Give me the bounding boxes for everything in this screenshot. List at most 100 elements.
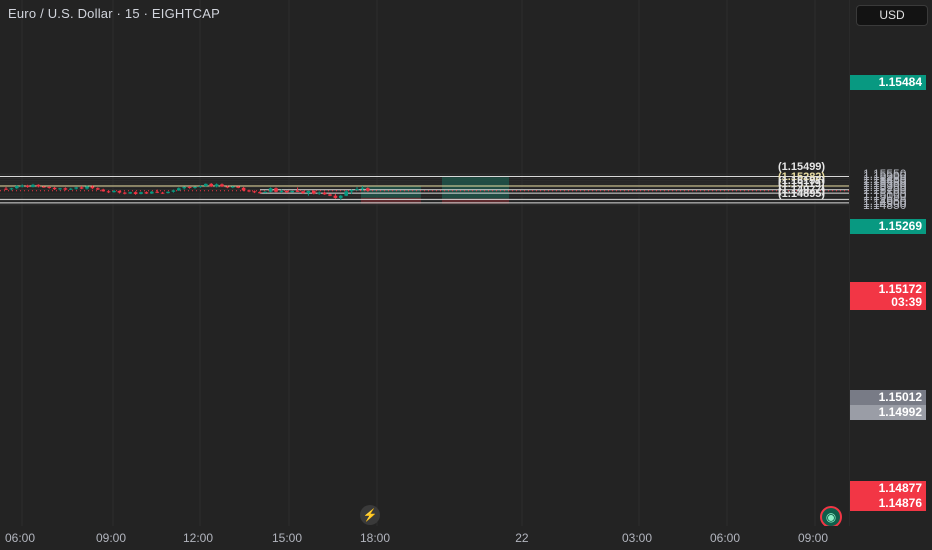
entry-tag-b: 1.14992 (850, 405, 926, 420)
candle-body (301, 191, 305, 194)
horizontal-line-label: (1.15282) (778, 170, 826, 183)
time-tick-label: 22 (515, 531, 529, 545)
price-tick-label: 1.15250 (863, 180, 907, 195)
candle-body (182, 186, 186, 189)
time-tick-label: 03:00 (622, 531, 653, 545)
candle-body (339, 195, 343, 198)
candle-body (193, 186, 197, 188)
candle-body (25, 185, 30, 187)
candle-body (52, 187, 57, 190)
candle-body (139, 192, 143, 194)
candle-body (20, 185, 24, 187)
candle-body (333, 195, 338, 198)
time-tick-label: 12:00 (183, 531, 214, 545)
price-tick-label: 1.15050 (863, 189, 907, 204)
candle-body (198, 186, 203, 188)
candle-body (47, 186, 51, 188)
time-tick-label: 18:00 (360, 531, 391, 545)
chart-area[interactable]: Euro / U.S. Dollar · 15 · EIGHTCAP (1.15… (0, 0, 849, 526)
candle-body (117, 190, 122, 193)
price-tick-label: 1.15100 (863, 186, 907, 201)
position-1-loss-zone (361, 197, 421, 204)
entry-tag-a: 1.15012 (850, 390, 926, 405)
stop-tag-b: 1.14876 (850, 496, 926, 511)
candle-body (225, 186, 230, 188)
currency-button[interactable]: USD (856, 5, 928, 26)
candle-body (79, 187, 84, 189)
time-axis[interactable]: 06:00 09:00 12:00 15:00 18:00 22 03:00 06:00 09:… (0, 526, 849, 550)
stop-tag-a: 1.14877 (850, 481, 926, 496)
candle-body (123, 192, 127, 194)
candle-body (166, 191, 170, 194)
candle-body (74, 187, 78, 189)
candle-body (220, 184, 224, 187)
candle-body (133, 192, 138, 194)
candle-body (112, 190, 116, 193)
candle-body (150, 191, 154, 194)
candle-body (209, 183, 213, 187)
target-mid-tag: 1.15269 (850, 219, 926, 234)
lightning-icon[interactable]: ⚡ (360, 505, 380, 525)
candle-body (344, 191, 348, 196)
candle-body (36, 184, 41, 187)
horizontal-line-label: (1.14977) (778, 184, 826, 197)
candle-body (279, 190, 284, 192)
candle-body (236, 186, 240, 188)
position-1-profit-zone (361, 186, 421, 198)
time-tick-label: 09:00 (96, 531, 127, 545)
price-tick-label: 1.15450 (863, 171, 907, 186)
position-2-profit-zone (442, 177, 509, 199)
candle-body (317, 192, 321, 194)
candle-body (274, 188, 278, 192)
candle-body (171, 190, 176, 192)
candle-body (177, 188, 181, 191)
candle-body (58, 188, 62, 190)
horizontal-line-label: (1.14895) (778, 187, 826, 200)
last-price-value: 1.15172 (878, 282, 922, 296)
candle-body (155, 191, 159, 193)
candle-body (31, 184, 35, 187)
candle-body (69, 188, 73, 190)
candle-body (247, 190, 251, 192)
position-2-loss-zone (442, 198, 509, 204)
globe-icon[interactable]: ◉ (820, 506, 842, 526)
candle-body (15, 186, 19, 189)
candle-body (252, 191, 257, 193)
candle-body (295, 190, 300, 192)
candle-body (290, 190, 294, 193)
candle-body (144, 192, 149, 194)
candle-body (285, 190, 289, 193)
candle-body (9, 188, 14, 190)
candle-body (312, 190, 316, 194)
price-tick-label: 1.15350 (863, 176, 907, 190)
price-tick-label: 1.15550 (863, 167, 907, 182)
countdown-value: 03:39 (891, 295, 922, 309)
candle-body (85, 186, 89, 189)
candle-body (231, 186, 235, 188)
candle-body (128, 192, 132, 194)
candle-body (214, 184, 219, 187)
candle-body (63, 188, 68, 190)
candle-body (268, 188, 273, 192)
price-chart[interactable] (0, 0, 849, 526)
candle-body (160, 192, 165, 194)
time-tick-label: 06:00 (5, 531, 36, 545)
candle-body (263, 191, 267, 193)
price-tick-label: 1.15300 (863, 178, 907, 193)
candle-body (4, 188, 8, 190)
candle-body (306, 190, 311, 194)
price-tick-label: 1.15200 (863, 182, 907, 197)
candle-body (328, 194, 332, 196)
candle-body (101, 189, 105, 192)
candle-body (366, 188, 370, 191)
price-tick-label: 1.15400 (863, 173, 907, 188)
horizontal-line-label: (1.15119) (778, 178, 825, 191)
time-tick-label: 06:00 (710, 531, 741, 545)
horizontal-line-label: (1.15197) (778, 174, 826, 187)
candle-body (349, 190, 354, 192)
symbol-title: Euro / U.S. Dollar · 15 · EIGHTCAP (8, 6, 220, 21)
target-high-tag: 1.15484 (850, 75, 926, 90)
candle-body (360, 188, 365, 190)
candle-body (355, 189, 359, 191)
candle-body (322, 192, 327, 195)
